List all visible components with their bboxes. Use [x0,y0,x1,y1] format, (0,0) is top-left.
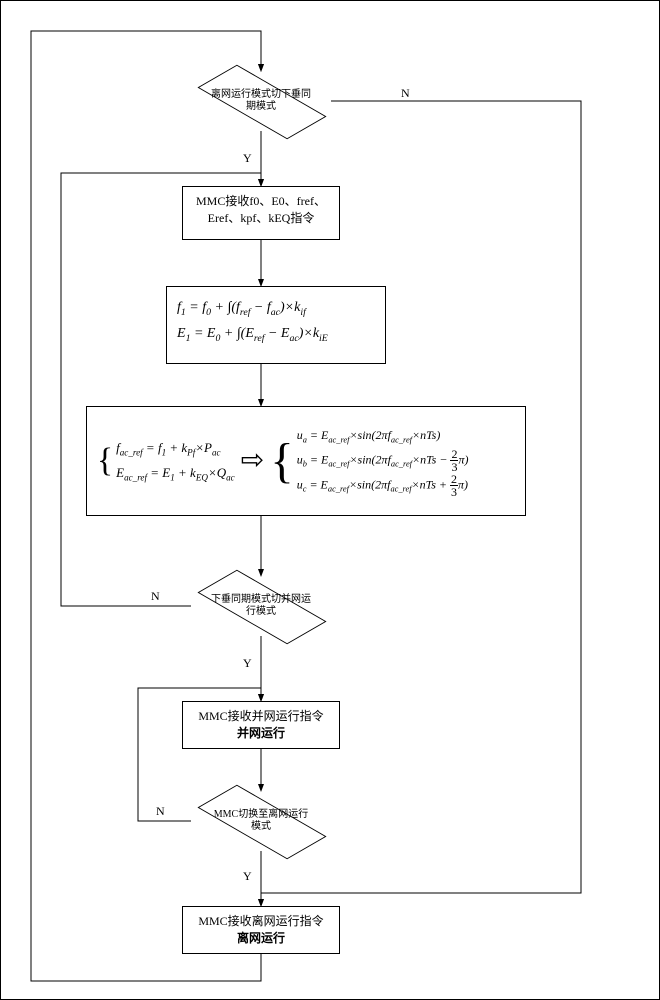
implies-arrow: ⇨ [241,436,264,486]
decision-d1-text: 离网运行模式切下垂同期模式 [191,71,331,131]
decision-d2: 下垂同期模式切并网运行模式 [191,576,331,636]
b2-line1: MMC接收并网运行指令 [198,709,323,723]
edge-label-d2-n-left: N [151,589,160,604]
decision-d2-text: 下垂同期模式切并网运行模式 [191,576,331,636]
f1-line1: f1 = f0 + ∫(fref − fac)×kif [177,295,375,321]
b1-line1: MMC接收f0、E0、fref、 [196,194,326,208]
edge-label-d3-y-b3: Y [243,869,252,884]
f1-line2: E1 = E0 + ∫(Eref − Eac)×kiE [177,321,375,347]
process-b1: MMC接收f0、E0、fref、 Eref、kpf、kEQ指令 [182,186,340,240]
edge-label-d1-y-b1: Y [243,151,252,166]
edge-label-d2-y-b2: Y [243,656,252,671]
formula-f2: { fac_ref = f1 + kPf×Pac Eac_ref = E1 + … [86,406,526,516]
b2-line2: 并网运行 [237,726,285,740]
edge-label-d3-n-left: N [156,804,165,819]
b3-line2: 离网运行 [237,931,285,945]
formula-f1: f1 = f0 + ∫(fref − fac)×kif E1 = E0 + ∫(… [166,286,386,364]
decision-d3-text: MMC切换至离网运行模式 [191,791,331,851]
decision-d1: 离网运行模式切下垂同期模式 [191,71,331,131]
f2-left: fac_ref = f1 + kPf×Pac Eac_ref = E1 + kE… [116,436,235,486]
f2-right: ua = Eac_ref×sin(2πfac_ref×nTs) ub = Eac… [297,424,469,498]
b1-line2: Eref、kpf、kEQ指令 [208,211,315,225]
flowchart-canvas: 离网运行模式切下垂同期模式 MMC接收f0、E0、fref、 Eref、kpf、… [0,0,660,1000]
process-b3: MMC接收离网运行指令 离网运行 [182,906,340,954]
decision-d3: MMC切换至离网运行模式 [191,791,331,851]
edge-label-d1-n-right: N [401,86,410,101]
process-b2: MMC接收并网运行指令 并网运行 [182,701,340,749]
b3-line1: MMC接收离网运行指令 [198,914,323,928]
